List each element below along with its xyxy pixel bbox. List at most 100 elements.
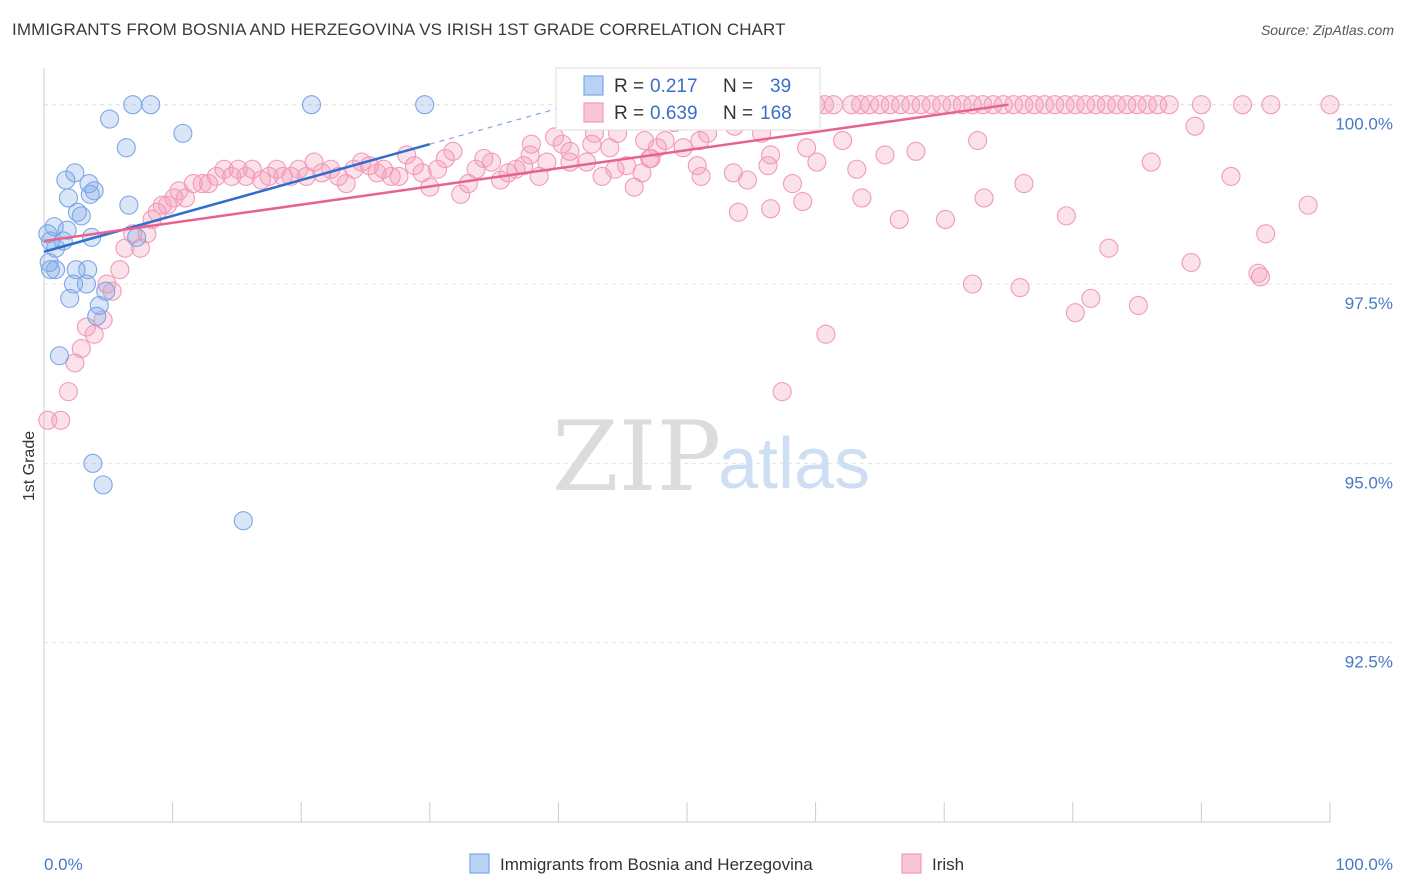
point-irish <box>514 156 534 176</box>
legend-r-label-irish: R = <box>614 103 644 124</box>
legend-swatch-bosnia <box>583 75 604 96</box>
point-bosnia <box>49 346 69 366</box>
point-irish <box>1159 95 1179 115</box>
point-irish <box>1034 95 1055 115</box>
point-irish <box>797 138 817 158</box>
point-irish <box>1181 252 1201 273</box>
point-irish <box>1127 95 1147 115</box>
point-bosnia <box>40 260 60 280</box>
point-irish <box>901 95 921 115</box>
point-irish <box>1106 95 1127 115</box>
point-irish <box>758 156 778 176</box>
point-irish <box>1256 224 1276 244</box>
point-irish <box>737 170 757 190</box>
point-bosnia <box>71 206 91 226</box>
point-bosnia <box>84 181 104 201</box>
point-bosnia <box>39 252 59 273</box>
series-legend-swatch-irish <box>901 853 922 874</box>
point-bosnia <box>116 138 136 158</box>
y-axis-label: 1st Grade <box>21 431 38 501</box>
legend-n-value-irish: 168 <box>760 103 792 124</box>
point-irish <box>51 410 71 430</box>
point-irish <box>655 131 675 151</box>
point-irish <box>1045 95 1065 115</box>
point-irish <box>880 95 900 115</box>
legend-swatch-irish <box>583 102 604 123</box>
point-irish <box>890 95 911 115</box>
point-irish <box>1137 95 1157 115</box>
y-tick-label: 100.0% <box>1335 115 1393 134</box>
point-irish <box>1055 95 1075 115</box>
point-irish <box>962 274 983 294</box>
point-irish <box>772 382 792 402</box>
point-irish <box>1298 195 1318 215</box>
point-irish <box>728 202 748 222</box>
series-legend-label-bosnia: Immigrants from Bosnia and Herzegovina <box>500 855 813 874</box>
trend-line-bosnia-extension <box>429 89 623 145</box>
point-irish <box>1056 206 1076 226</box>
point-bosnia <box>96 281 116 301</box>
point-irish <box>443 141 463 161</box>
point-irish <box>157 195 178 215</box>
point-irish <box>952 95 972 115</box>
point-irish <box>1065 303 1085 323</box>
point-irish <box>875 145 895 165</box>
point-bosnia <box>80 184 100 204</box>
point-irish <box>1065 95 1085 115</box>
point-irish <box>1191 95 1211 115</box>
chart-title: IMMIGRANTS FROM BOSNIA AND HERZEGOVINA V… <box>12 20 786 39</box>
legend-n-value-bosnia: 39 <box>770 76 791 97</box>
point-irish <box>110 260 130 280</box>
point-irish <box>93 310 113 330</box>
point-irish <box>968 131 988 151</box>
point-irish <box>373 159 394 179</box>
point-irish <box>152 195 172 215</box>
point-irish <box>1096 95 1116 115</box>
point-irish <box>1081 288 1101 308</box>
point-irish <box>889 209 909 230</box>
point-bosnia <box>233 511 253 531</box>
point-irish <box>1148 95 1168 115</box>
x-tick-label-max: 100.0% <box>1335 855 1393 874</box>
point-bosnia <box>119 195 139 215</box>
trend-line-bosnia <box>43 142 431 253</box>
point-irish <box>1251 267 1271 287</box>
point-bosnia <box>66 260 86 280</box>
point-bosnia <box>46 260 66 280</box>
point-bosnia <box>173 123 193 143</box>
trend-line-irish <box>43 103 1009 243</box>
point-irish <box>1221 166 1241 186</box>
point-irish <box>65 353 85 373</box>
y-tick-labels: 100.0% 97.5% 95.0% 92.5% <box>1335 115 1393 672</box>
point-irish <box>974 188 994 208</box>
point-bosnia <box>141 95 161 115</box>
point-irish <box>102 281 122 301</box>
point-irish <box>761 199 781 219</box>
point-irish <box>199 174 219 194</box>
point-irish <box>1261 95 1281 115</box>
point-irish <box>236 166 256 186</box>
point-irish <box>1024 95 1044 115</box>
legend-r-value-bosnia: 0.217 <box>650 76 698 97</box>
watermark: ZIP atlas <box>552 401 870 513</box>
point-irish <box>520 145 540 165</box>
point-bosnia <box>301 95 322 115</box>
point-irish <box>435 148 455 169</box>
point-bosnia <box>67 202 87 222</box>
point-irish <box>1099 238 1119 258</box>
point-irish <box>222 166 242 186</box>
point-irish <box>552 134 572 154</box>
point-bosnia <box>44 217 64 237</box>
point-irish <box>687 156 707 176</box>
point-irish <box>381 166 401 186</box>
point-irish <box>847 159 867 179</box>
point-irish <box>130 238 150 258</box>
point-irish <box>673 138 693 158</box>
point-irish <box>560 141 580 161</box>
point-irish <box>807 152 827 172</box>
y-tick-label: 95.0% <box>1345 473 1393 492</box>
point-bosnia <box>60 288 80 308</box>
point-bosnia <box>415 95 435 115</box>
point-irish <box>427 159 448 179</box>
